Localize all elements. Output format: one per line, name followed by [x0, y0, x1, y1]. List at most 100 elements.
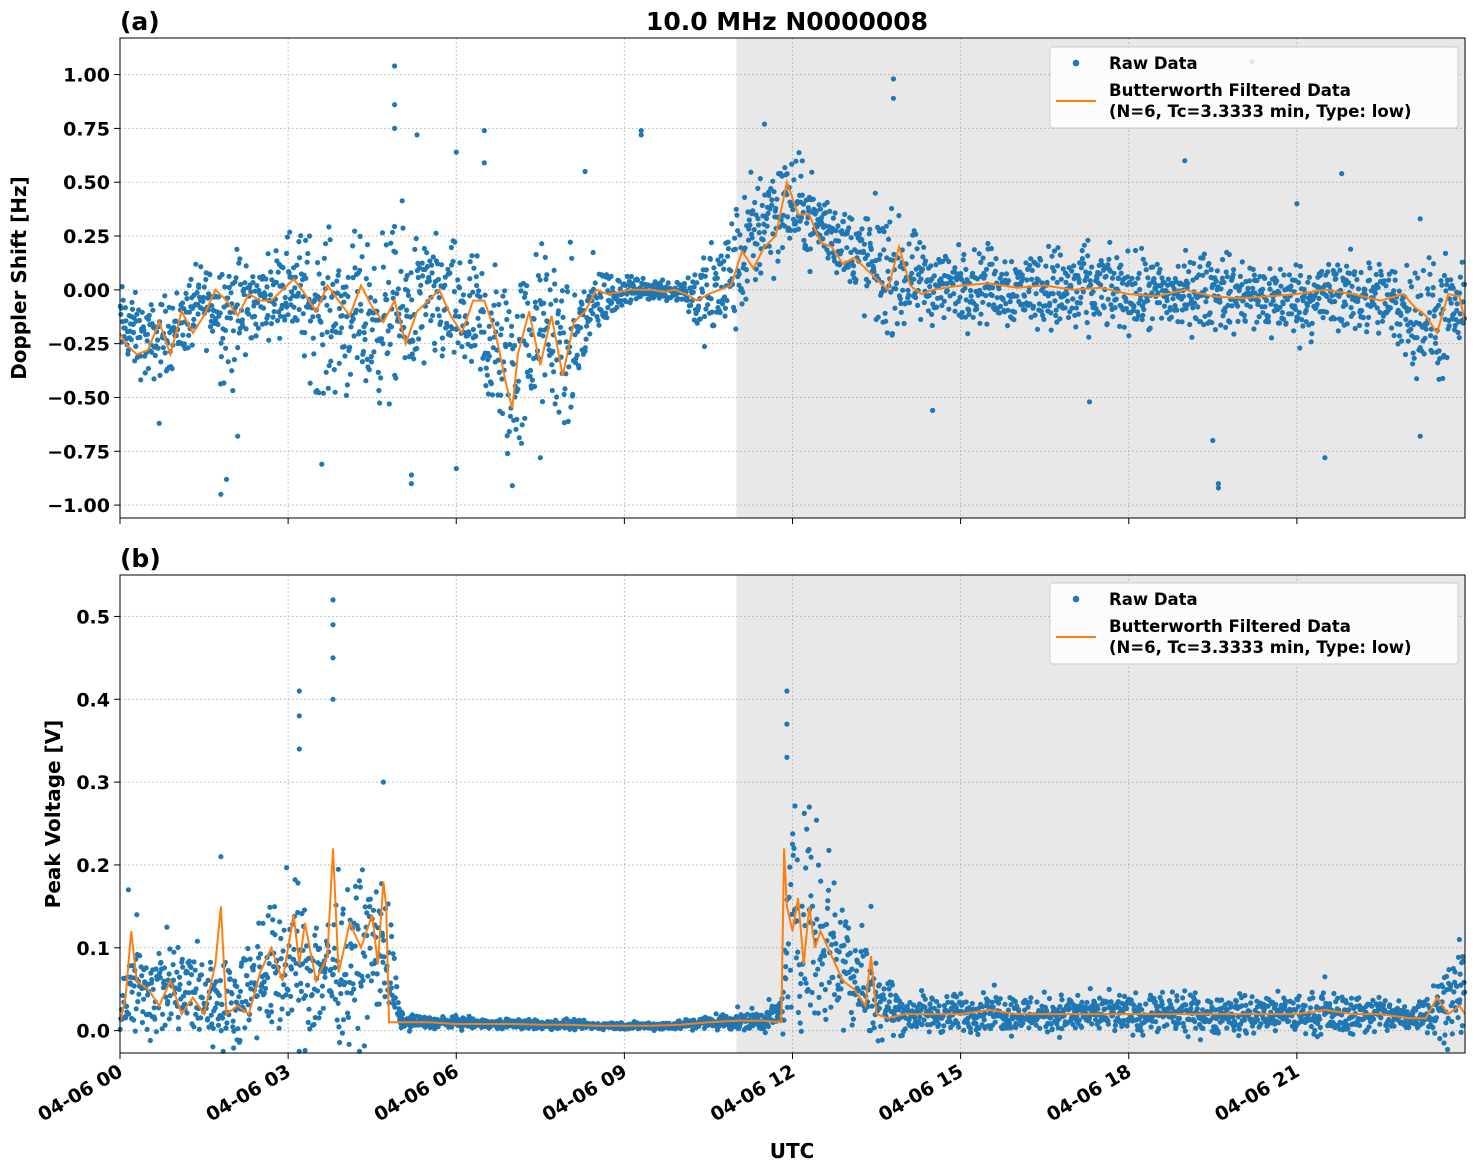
- raw-data-point: [412, 246, 418, 252]
- raw-data-point: [1108, 302, 1114, 308]
- raw-data-point: [1260, 286, 1266, 292]
- raw-data-point: [359, 867, 365, 873]
- raw-data-point: [1411, 355, 1417, 361]
- raw-data-point: [207, 959, 214, 965]
- raw-data-point: [659, 284, 665, 290]
- raw-data-point: [823, 1016, 829, 1023]
- raw-data-point: [149, 977, 155, 983]
- raw-data-point: [245, 306, 251, 313]
- raw-data-point: [551, 369, 557, 375]
- raw-data-point: [466, 331, 472, 337]
- raw-data-point: [1090, 289, 1096, 295]
- raw-data-point: [1043, 263, 1049, 269]
- raw-data-point: [308, 968, 314, 974]
- raw-data-point: [1078, 265, 1084, 271]
- raw-data-point: [1057, 252, 1063, 258]
- raw-data-point: [262, 292, 268, 298]
- raw-data-point: [179, 956, 185, 962]
- legend-raw-label-a: Raw Data: [1109, 54, 1198, 73]
- raw-data-point: [248, 289, 254, 295]
- raw-data-point: [1051, 248, 1057, 254]
- raw-data-point: [1003, 301, 1009, 307]
- raw-data-point: [690, 279, 696, 285]
- raw-data-point: [694, 320, 700, 326]
- raw-data-point: [1398, 312, 1404, 318]
- raw-data-point: [393, 975, 399, 981]
- raw-data-point: [395, 286, 401, 292]
- raw-data-point: [245, 311, 252, 317]
- raw-data-point: [128, 337, 134, 343]
- raw-data-point: [408, 270, 414, 276]
- raw-data-point: [1297, 272, 1304, 279]
- raw-data-point: [1188, 1006, 1194, 1012]
- raw-data-point: [513, 426, 519, 432]
- raw-data-point: [388, 922, 394, 928]
- raw-data-point: [815, 966, 821, 972]
- raw-data-point: [954, 994, 960, 1000]
- raw-data-point: [1439, 282, 1445, 288]
- raw-data-point: [1236, 1033, 1242, 1039]
- raw-data-point: [825, 255, 831, 261]
- raw-data-point: [162, 293, 168, 299]
- raw-data-point: [268, 1009, 275, 1015]
- raw-data-point: [370, 970, 376, 976]
- raw-data-point: [475, 315, 481, 321]
- raw-data-point: [963, 999, 969, 1005]
- raw-data-point: [424, 263, 430, 270]
- raw-data-point: [794, 857, 800, 863]
- raw-data-point: [1026, 1025, 1032, 1031]
- raw-data-point: [531, 316, 537, 322]
- raw-data-point: [815, 1010, 821, 1016]
- raw-data-point: [940, 1028, 946, 1034]
- raw-data-point: [749, 235, 755, 241]
- raw-data-point: [345, 1010, 351, 1016]
- raw-data-point: [1252, 290, 1258, 296]
- raw-data-point: [616, 278, 622, 284]
- raw-data-point: [900, 287, 906, 293]
- raw-data-point: [257, 964, 263, 970]
- raw-data-point: [819, 961, 825, 967]
- raw-data-point: [227, 315, 233, 321]
- raw-data-point: [635, 277, 641, 283]
- raw-data-point: [1097, 995, 1103, 1001]
- raw-data-point: [198, 1015, 204, 1021]
- raw-data-point: [950, 1021, 956, 1027]
- raw-data-point: [337, 330, 343, 336]
- raw-data-point: [336, 305, 343, 312]
- raw-data-point: [849, 216, 855, 222]
- raw-data-point: [961, 251, 967, 258]
- raw-data-point: [782, 165, 788, 171]
- raw-data-point: [1087, 270, 1093, 276]
- raw-data-point: [402, 355, 408, 361]
- raw-data-point: [990, 1004, 996, 1010]
- raw-data-point: [1180, 293, 1187, 299]
- raw-data-point: [165, 998, 171, 1005]
- raw-data-point: [845, 937, 851, 944]
- raw-data-point: [879, 1037, 885, 1043]
- raw-data-point: [380, 341, 386, 347]
- raw-data-point: [557, 324, 564, 330]
- raw-data-point: [167, 946, 173, 952]
- raw-data-point: [800, 201, 807, 207]
- raw-data-point: [1410, 350, 1416, 356]
- raw-data-point: [793, 955, 799, 961]
- raw-data-point: [766, 243, 772, 249]
- raw-data-point: [766, 192, 772, 198]
- raw-data-point: [1141, 306, 1147, 313]
- raw-data-point: [826, 847, 832, 854]
- raw-data-point: [1084, 274, 1090, 280]
- raw-data-point: [1355, 286, 1362, 292]
- raw-data-point: [1179, 1008, 1185, 1014]
- raw-data-point: [883, 318, 889, 324]
- raw-data-point: [1430, 285, 1436, 291]
- raw-data-point: [1429, 349, 1435, 355]
- raw-data-point: [298, 233, 304, 239]
- raw-data-point: [1157, 266, 1163, 272]
- raw-data-point: [1034, 326, 1041, 332]
- raw-data-point: [980, 299, 986, 305]
- raw-data-point: [366, 367, 372, 373]
- raw-data-point: [876, 1005, 883, 1011]
- raw-data-point: [996, 1000, 1002, 1006]
- raw-data-point: [743, 267, 750, 273]
- raw-data-point: [1286, 1018, 1292, 1024]
